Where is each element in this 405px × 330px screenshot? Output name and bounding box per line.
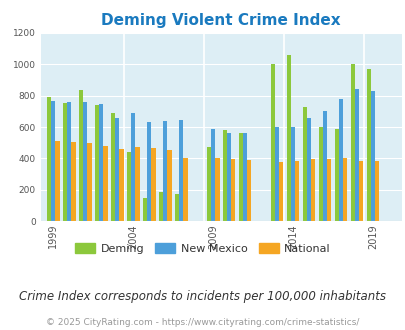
Bar xyxy=(179,120,183,221)
Bar xyxy=(350,64,354,221)
Bar xyxy=(103,146,107,221)
Bar xyxy=(207,148,211,221)
Bar xyxy=(79,90,83,221)
Bar xyxy=(279,162,283,221)
Bar xyxy=(167,150,171,221)
Bar xyxy=(99,104,103,221)
Bar xyxy=(311,159,315,221)
Bar xyxy=(83,102,87,221)
Bar xyxy=(51,101,55,221)
Bar xyxy=(354,89,358,221)
Bar xyxy=(302,107,306,221)
Bar xyxy=(342,158,347,221)
Bar xyxy=(67,102,71,221)
Bar xyxy=(215,158,219,221)
Bar xyxy=(163,121,167,221)
Bar xyxy=(111,113,115,221)
Bar xyxy=(127,152,131,221)
Bar xyxy=(159,192,163,221)
Title: Deming Violent Crime Index: Deming Violent Crime Index xyxy=(101,13,340,28)
Bar xyxy=(270,64,275,221)
Bar xyxy=(243,133,247,221)
Bar xyxy=(95,105,99,221)
Text: © 2025 CityRating.com - https://www.cityrating.com/crime-statistics/: © 2025 CityRating.com - https://www.city… xyxy=(46,318,359,327)
Bar xyxy=(119,149,123,221)
Bar xyxy=(175,194,179,221)
Bar xyxy=(131,113,135,221)
Bar xyxy=(63,103,67,221)
Bar xyxy=(115,117,119,221)
Bar xyxy=(374,161,378,221)
Bar xyxy=(183,158,187,221)
Bar xyxy=(290,127,294,221)
Bar xyxy=(286,55,290,221)
Bar xyxy=(322,111,326,221)
Bar xyxy=(326,159,330,221)
Bar xyxy=(71,142,75,221)
Bar xyxy=(151,148,155,221)
Legend: Deming, New Mexico, National: Deming, New Mexico, National xyxy=(70,239,335,258)
Bar xyxy=(143,198,147,221)
Bar xyxy=(227,133,231,221)
Bar xyxy=(370,91,374,221)
Bar xyxy=(239,133,243,221)
Bar xyxy=(247,160,251,221)
Bar xyxy=(231,159,235,221)
Bar xyxy=(47,97,51,221)
Bar xyxy=(306,118,311,221)
Bar xyxy=(222,130,227,221)
Bar xyxy=(275,127,279,221)
Bar xyxy=(334,129,338,221)
Bar xyxy=(318,127,322,221)
Bar xyxy=(338,99,342,221)
Bar xyxy=(366,69,370,221)
Bar xyxy=(358,161,362,221)
Bar xyxy=(87,143,92,221)
Bar xyxy=(55,141,60,221)
Bar xyxy=(147,121,151,221)
Bar xyxy=(135,148,139,221)
Text: Crime Index corresponds to incidents per 100,000 inhabitants: Crime Index corresponds to incidents per… xyxy=(19,290,386,303)
Bar xyxy=(294,161,299,221)
Bar xyxy=(211,129,215,221)
